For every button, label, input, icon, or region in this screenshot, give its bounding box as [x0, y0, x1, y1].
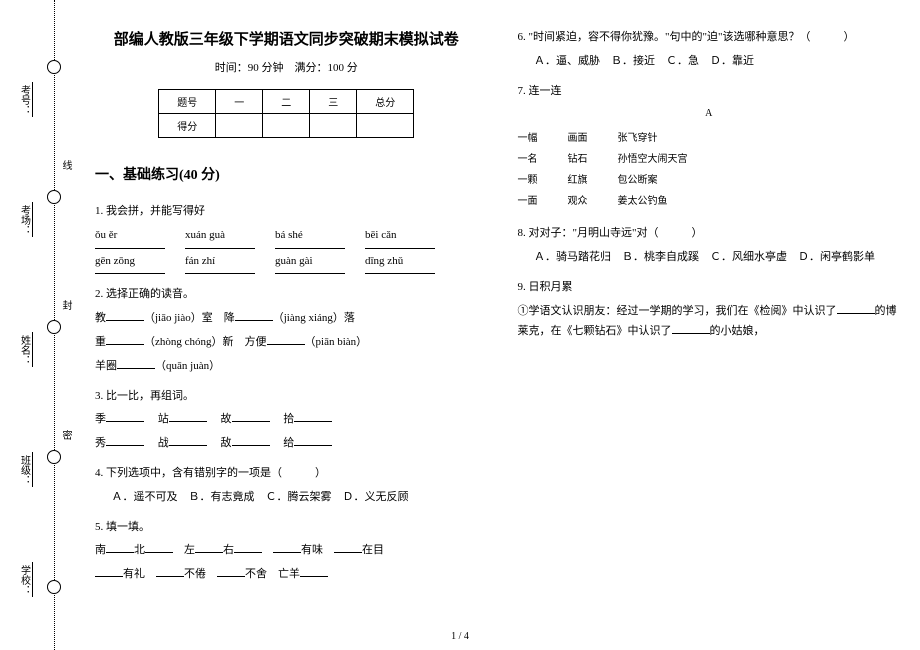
question-2: 2. 选择正确的读音。 教（jiāo jiào）室 降（jiàng xiáng）… — [95, 285, 478, 376]
seal-char: 线 — [58, 160, 73, 176]
page-content: 部编人教版三年级下学期语文同步突破期末模拟试卷 时间：90 分钟 满分：100 … — [95, 28, 900, 620]
binding-circle — [47, 60, 61, 74]
match-item: 包公断案 — [618, 172, 688, 190]
match-item: 孙悟空大闹天宫 — [618, 151, 688, 169]
blank-row — [95, 248, 478, 250]
table-row: 题号 一 二 三 总分 — [159, 90, 414, 114]
q-line: ①学语文认识朋友：经过一学期的学习，我们在《检阅》中认识了的博莱克，在《七颗钻石… — [518, 302, 901, 342]
pinyin: ǒu ěr — [95, 226, 165, 246]
q-line: 秀 战 敌 给 — [95, 434, 478, 454]
match-col: 一幅 一名 一颗 一面 — [518, 127, 538, 214]
match-col: 画面 钻石 红旗 观众 — [568, 127, 588, 214]
match-item: 观众 — [568, 193, 588, 211]
question-7: 7. 连一连 A 一幅 一名 一颗 一面 画面 钻石 红旗 观众 张飞穿针 孙悟… — [518, 82, 901, 215]
label-school: 学校： — [2, 560, 47, 599]
match-item: 一面 — [518, 193, 538, 211]
question-9: 9. 日积月累 ①学语文认识朋友：经过一学期的学习，我们在《检阅》中认识了的博莱… — [518, 278, 901, 341]
label-name: 姓名： — [2, 330, 47, 369]
table-row: 得分 — [159, 114, 414, 138]
q-stem: 5. 填一填。 — [95, 518, 478, 538]
score-table: 题号 一 二 三 总分 得分 — [158, 89, 414, 138]
td-blank — [357, 114, 414, 138]
question-4: 4. 下列选项中，含有错别字的一项是（ ） Ａ．遥不可及 Ｂ．有志竟成 Ｃ．腾云… — [95, 464, 478, 508]
q-options: Ａ．逼、威胁 Ｂ．接近 Ｃ．急 Ｄ．靠近 — [518, 52, 901, 72]
q-stem: 7. 连一连 — [518, 82, 901, 102]
pinyin: guàn gài — [275, 252, 345, 272]
td-blank — [216, 114, 263, 138]
label-room: 考场： — [2, 200, 47, 239]
q-stem: 2. 选择正确的读音。 — [95, 285, 478, 305]
q-options: Ａ．遥不可及 Ｂ．有志竟成 Ｃ．腾云架雾 Ｄ．义无反顾 — [95, 488, 478, 508]
match-head: A — [518, 105, 901, 123]
exam-subtitle: 时间：90 分钟 满分：100 分 — [95, 59, 478, 75]
binding-margin: 考号： 考场： 姓名： 班级： 学校： 线 封 密 — [0, 0, 85, 650]
match-item: 姜太公钓鱼 — [618, 193, 688, 211]
pinyin: dīng zhǔ — [365, 252, 435, 272]
binding-circle — [47, 450, 61, 464]
q-line: 南北 左右 有味 在目 — [95, 541, 478, 561]
section-heading: 一、基础练习(40 分) — [95, 164, 478, 184]
pinyin: bá shé — [275, 226, 345, 246]
q-line: 有礼 不倦 不舍 亡羊 — [95, 565, 478, 585]
exam-title: 部编人教版三年级下学期语文同步突破期末模拟试卷 — [95, 28, 478, 49]
th-col: 三 — [310, 90, 357, 114]
question-1: 1. 我会拼，并能写得好 ǒu ěr xuán guà bá shé bēi c… — [95, 202, 478, 275]
q-line: 季 站 故 拾 — [95, 410, 478, 430]
td-blank — [263, 114, 310, 138]
match-item: 红旗 — [568, 172, 588, 190]
q-options: Ａ．骑马踏花归 Ｂ．桃李自成蹊 Ｃ．风细水亭虚 Ｄ．闲亭鹤影单 — [518, 248, 901, 268]
pinyin: bēi cǎn — [365, 226, 435, 246]
page-number: 1 / 4 — [0, 631, 920, 642]
binding-circle — [47, 190, 61, 204]
q-stem: 9. 日积月累 — [518, 278, 901, 298]
question-3: 3. 比一比，再组词。 季 站 故 拾 秀 战 敌 给 — [95, 387, 478, 454]
match-grid: 一幅 一名 一颗 一面 画面 钻石 红旗 观众 张飞穿针 孙悟空大闹天宫 包公断… — [518, 127, 901, 214]
question-6: 6. "时间紧迫，容不得你犹豫。"句中的"迫"该选哪种意思？（ ） Ａ．逼、威胁… — [518, 28, 901, 72]
pinyin-row: gēn zōng fán zhí guàn gài dīng zhǔ — [95, 252, 478, 272]
q-line: 羊圈（quān juàn） — [95, 357, 478, 377]
question-5: 5. 填一填。 南北 左右 有味 在目 有礼 不倦 不舍 亡羊 — [95, 518, 478, 585]
match-item: 一颗 — [518, 172, 538, 190]
q-line: 重（zhòng chóng）新 方便（piān biàn） — [95, 333, 478, 353]
match-item: 一幅 — [518, 130, 538, 148]
th-label: 题号 — [159, 90, 216, 114]
q-stem: 1. 我会拼，并能写得好 — [95, 202, 478, 222]
seal-char: 密 — [58, 430, 73, 446]
q-stem: 4. 下列选项中，含有错别字的一项是（ ） — [95, 464, 478, 484]
match-item: 一名 — [518, 151, 538, 169]
q-line: 教（jiāo jiào）室 降（jiàng xiáng）落 — [95, 309, 478, 329]
q-stem: 8. 对对子："月明山寺远"对（ ） — [518, 224, 901, 244]
match-item: 画面 — [568, 130, 588, 148]
th-col: 二 — [263, 90, 310, 114]
pinyin: xuán guà — [185, 226, 255, 246]
pinyin: fán zhí — [185, 252, 255, 272]
match-item: 张飞穿针 — [618, 130, 688, 148]
q-stem: 6. "时间紧迫，容不得你犹豫。"句中的"迫"该选哪种意思？（ ） — [518, 28, 901, 48]
td-blank — [310, 114, 357, 138]
pinyin: gēn zōng — [95, 252, 165, 272]
match-item: 钻石 — [568, 151, 588, 169]
td-label: 得分 — [159, 114, 216, 138]
question-8: 8. 对对子："月明山寺远"对（ ） Ａ．骑马踏花归 Ｂ．桃李自成蹊 Ｃ．风细水… — [518, 224, 901, 268]
binding-circle — [47, 580, 61, 594]
pinyin-row: ǒu ěr xuán guà bá shé bēi cǎn — [95, 226, 478, 246]
th-col: 一 — [216, 90, 263, 114]
label-class: 班级： — [2, 450, 47, 489]
th-total: 总分 — [357, 90, 414, 114]
binding-circle — [47, 320, 61, 334]
label-exam-number: 考号： — [2, 80, 47, 119]
match-col: 张飞穿针 孙悟空大闹天宫 包公断案 姜太公钓鱼 — [618, 127, 688, 214]
q-stem: 3. 比一比，再组词。 — [95, 387, 478, 407]
seal-char: 封 — [58, 300, 73, 316]
blank-row — [95, 273, 478, 275]
